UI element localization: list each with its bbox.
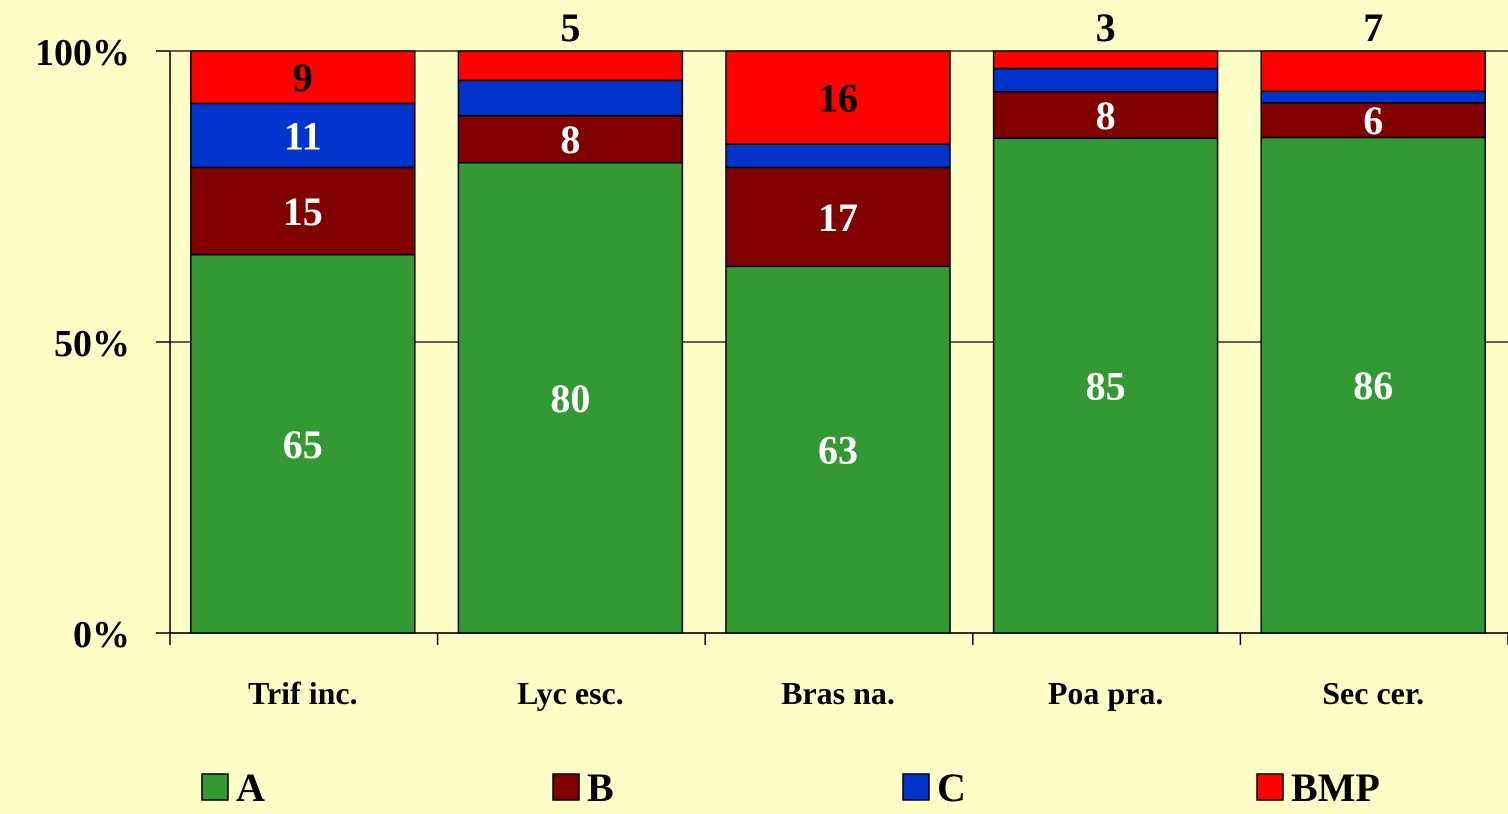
bar-segment-a-3 <box>992 137 1219 634</box>
data-label-a: 86 <box>1353 363 1393 408</box>
bar-segment-c-2 <box>725 143 951 169</box>
bar-segment-a-2 <box>725 265 951 634</box>
legend-swatch-a <box>201 773 229 801</box>
bar-segment-a-1 <box>457 161 684 634</box>
data-label-bmp: 9 <box>293 55 313 100</box>
bar-segment-c-4 <box>1260 90 1486 104</box>
bar-segment-a-0 <box>190 253 416 634</box>
data-label-a: 65 <box>283 422 323 467</box>
data-label-b: 17 <box>818 195 858 240</box>
data-label-b: 15 <box>283 189 323 234</box>
data-label-bmp: 16 <box>818 76 858 121</box>
legend-label: C <box>937 765 966 809</box>
bar-segment-c-0 <box>190 102 416 169</box>
y-tick-label: 0% <box>73 614 130 656</box>
y-tick-label: 100% <box>35 32 130 74</box>
legend-label: B <box>587 765 614 809</box>
legend-swatch-c <box>902 773 930 801</box>
bar-segment-b-1 <box>457 114 684 164</box>
data-label-b: 8 <box>560 117 580 162</box>
x-tick-label: Sec cer. <box>1322 675 1424 711</box>
data-label-b: 8 <box>1096 93 1116 138</box>
bar-segment-bmp-4 <box>1260 50 1486 93</box>
bar-segment-b-4 <box>1260 102 1486 139</box>
bar-segment-b-2 <box>725 166 951 268</box>
legend-label: A <box>236 765 265 809</box>
bar-segment-a-4 <box>1260 136 1486 634</box>
data-label-bmp-top: 7 <box>1363 5 1383 50</box>
y-tick-label: 50% <box>54 323 130 365</box>
bar-segment-bmp-0 <box>190 50 416 105</box>
x-tick-label: Poa pra. <box>1048 675 1164 711</box>
x-tick-label: Lyc esc. <box>517 675 624 711</box>
legend-swatch-bmp <box>1256 773 1284 801</box>
bar-segment-c-3 <box>992 67 1219 93</box>
legend-label: BMP <box>1291 765 1380 809</box>
data-label-bmp-top: 3 <box>1096 5 1116 50</box>
data-label-c: 11 <box>284 113 322 158</box>
data-label-bmp-top: 5 <box>560 5 580 50</box>
data-label-a: 63 <box>818 428 858 473</box>
legend-swatch-b <box>552 773 580 801</box>
data-label-a: 85 <box>1086 364 1126 409</box>
bar-segment-bmp-1 <box>457 50 684 82</box>
x-tick-label: Bras na. <box>781 675 895 711</box>
data-label-a: 80 <box>550 376 590 421</box>
bar-segment-bmp-3 <box>992 50 1219 70</box>
bar-segment-bmp-2 <box>725 50 951 145</box>
x-tick-label: Trif inc. <box>248 675 358 711</box>
bar-segment-c-1 <box>457 79 684 117</box>
bar-segment-b-0 <box>190 166 416 256</box>
data-label-b: 6 <box>1363 98 1383 143</box>
